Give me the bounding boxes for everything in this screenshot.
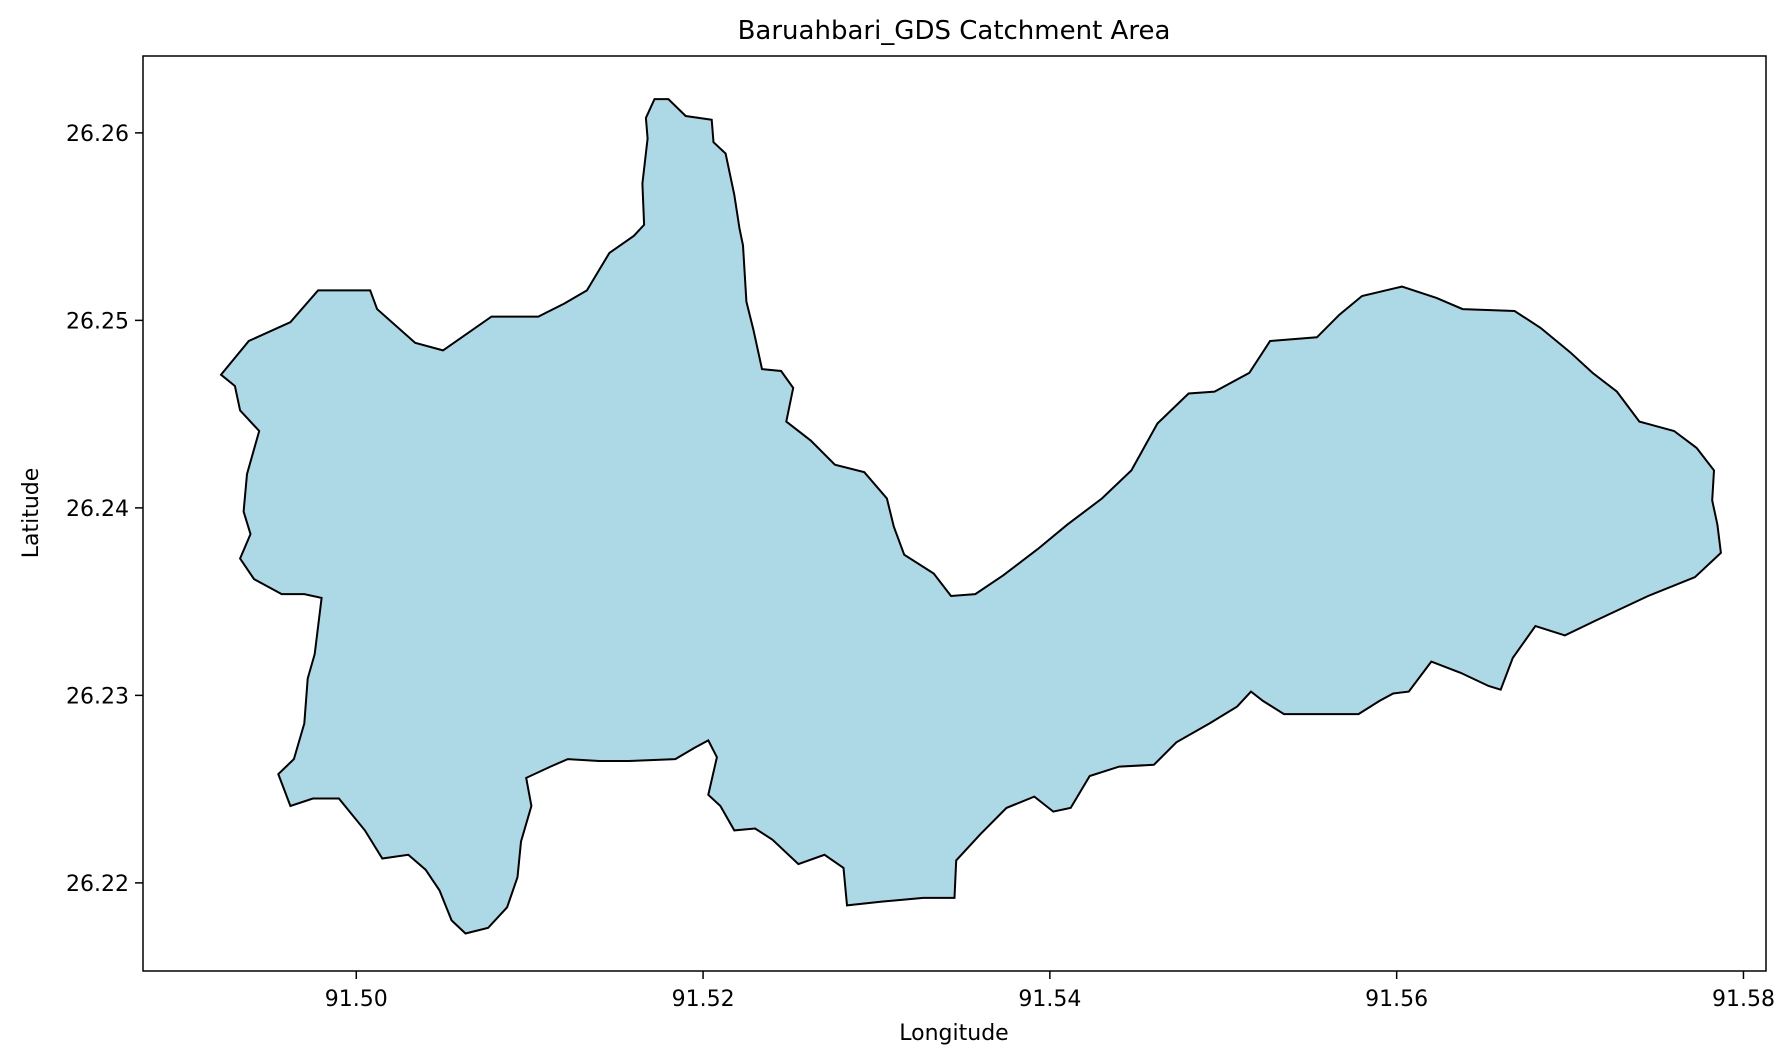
y-tick-label: 26.25 <box>66 309 129 334</box>
y-tick-label: 26.22 <box>66 872 129 897</box>
axes-frame <box>142 55 1767 972</box>
catchment-polygon <box>219 98 1722 935</box>
y-tick-label: 26.26 <box>66 122 129 147</box>
polygon-layer <box>219 98 1722 935</box>
y-axis-label: Latitude <box>19 468 44 559</box>
x-axis-label: Longitude <box>899 1021 1008 1046</box>
x-tick-label: 91.58 <box>1712 987 1775 1012</box>
plot-area <box>142 55 1767 972</box>
y-tick-label: 26.23 <box>66 684 129 709</box>
y-tick-label: 26.24 <box>66 497 129 522</box>
y-axis-ticks: 26.22 26.23 26.24 26.25 26.26 <box>66 122 143 897</box>
x-tick-label: 91.50 <box>325 987 388 1012</box>
x-tick-label: 91.56 <box>1365 987 1428 1012</box>
chart-title: Baruahbari_GDS Catchment Area <box>738 16 1171 46</box>
x-axis-ticks: 91.50 91.52 91.54 91.56 91.58 <box>325 971 1775 1012</box>
x-tick-label: 91.54 <box>1018 987 1081 1012</box>
x-tick-label: 91.52 <box>672 987 735 1012</box>
